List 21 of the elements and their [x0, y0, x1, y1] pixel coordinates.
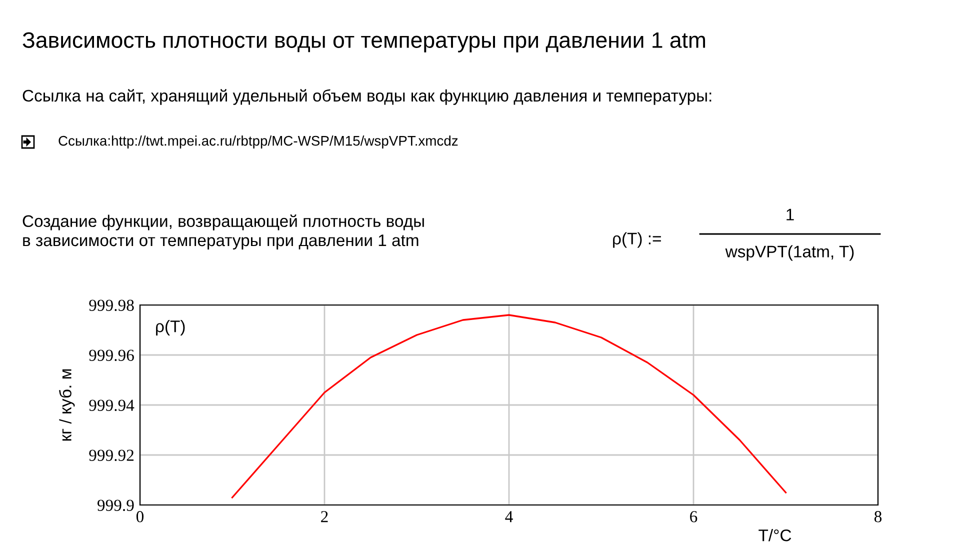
chart-subtitle: Ссылка на сайт, хранящий удельный объем воды как функцию давления и температуры:: [22, 89, 712, 105]
y-tick-label: 999.9: [97, 500, 134, 512]
text: ρ(T): [156, 320, 185, 336]
text: ρ(T) :=: [613, 232, 661, 248]
text: 1: [786, 208, 794, 220]
chart-title: Зависимость плотности воды от температуры при давлении 1 atm: [22, 32, 706, 52]
y-tick-label: 999.96: [89, 350, 134, 362]
y-axis-title: кг / куб. м: [59, 369, 75, 441]
x-tick-label: 0: [136, 511, 144, 522]
y-tick-label: 999.92: [89, 450, 134, 462]
text: wspVPT(1atm, T): [725, 245, 854, 261]
y-tick-label: 999.98: [89, 300, 134, 312]
line-series: [231, 314, 787, 498]
text: Создание функции, возвращающей плотность воды в зависимости от температуры при давлении 1 atm: [22, 214, 424, 250]
x-tick-label: 4: [505, 511, 513, 522]
text: Ссылка:http://twt.mpei.ac.ru/rbtpp/MC-WSP/M15/wspVPT.xmcdz: [58, 136, 458, 148]
x-tick-label: 6: [690, 511, 698, 522]
y-tick-label: 999.94: [89, 400, 134, 412]
x-tick-label: 8: [874, 511, 882, 522]
x-tick-label: 2: [321, 511, 328, 522]
x-axis-title: T/°C: [758, 529, 792, 542]
